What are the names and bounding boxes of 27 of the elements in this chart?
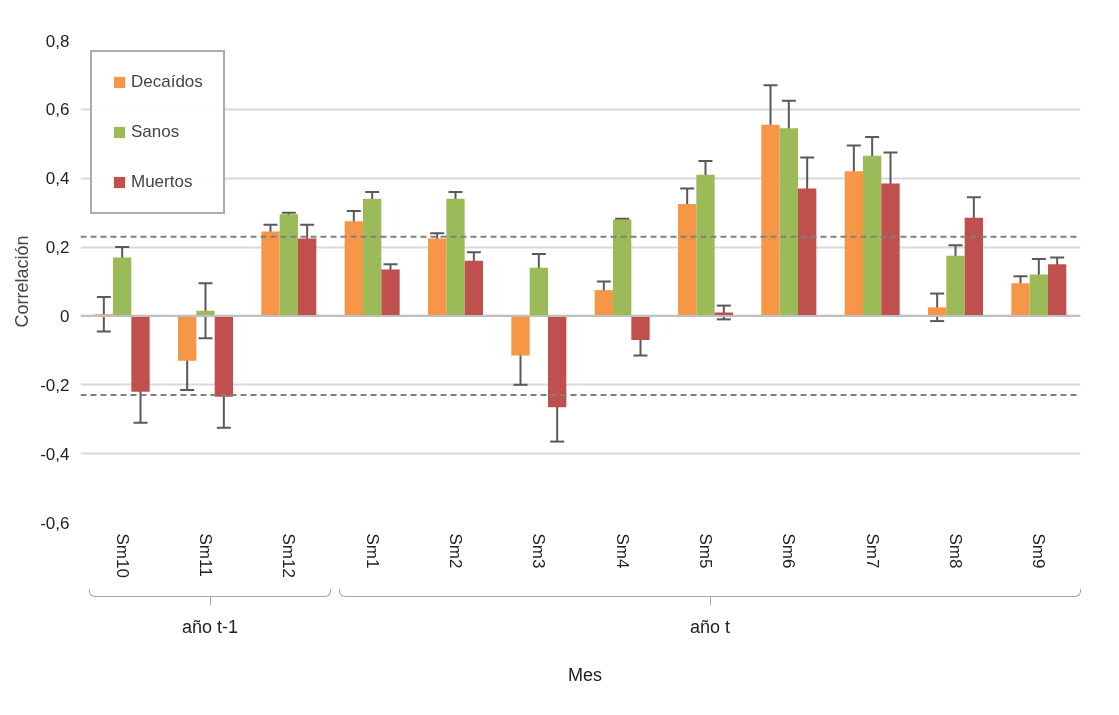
y-tick-label: 0,8 — [45, 31, 70, 51]
x-axis-title: Mes — [567, 664, 603, 687]
text: año t — [688, 616, 731, 639]
x-tick-label: Sm3 — [529, 533, 549, 569]
x-tick-label: Sm7 — [862, 533, 882, 569]
x-tick-label: Sm6 — [779, 533, 799, 569]
x-tick-label: Sm4 — [612, 533, 632, 569]
y-tick-label: -0,4 — [40, 444, 70, 464]
y-tick-label: -0,6 — [40, 513, 70, 533]
y-tick-label: 0,2 — [45, 238, 70, 258]
x-tick-label: Sm2 — [446, 533, 465, 569]
legend-label: Sanos — [131, 122, 180, 142]
x-tick-label: Sm1 — [362, 533, 382, 569]
y-tick-label: 0,6 — [45, 100, 70, 120]
legend-label: Decaídos — [131, 72, 203, 92]
x-tick-label: Sm5 — [696, 533, 715, 569]
x-tick-label: Sm8 — [946, 533, 965, 569]
x-tick-label: Sm11 — [196, 533, 215, 577]
x-tick-label: Sm9 — [1029, 533, 1049, 569]
text: año t-1 — [180, 616, 239, 639]
x-tick-label: Sm10 — [112, 533, 132, 578]
y-tick-label: 0 — [60, 306, 70, 326]
legend-label: Muertos — [131, 172, 193, 192]
y-axis-title: Correlación — [12, 235, 33, 328]
y-tick-label: -0,2 — [40, 375, 70, 395]
x-tick-label: Sm12 — [279, 533, 299, 578]
y-tick-label: 0,4 — [45, 169, 70, 189]
